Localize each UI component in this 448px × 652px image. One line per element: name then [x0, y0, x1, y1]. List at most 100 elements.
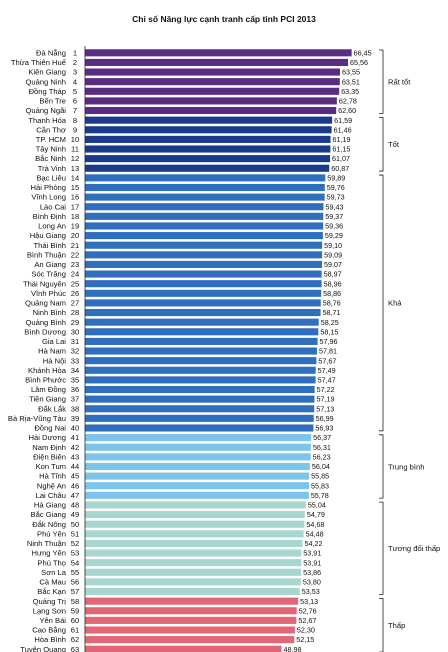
rank-label: 35 — [71, 375, 79, 384]
category-label: Cao Bằng — [32, 626, 66, 635]
value-label: 57,67 — [318, 356, 336, 365]
value-label: 53,91 — [303, 558, 321, 567]
value-label: 61,46 — [334, 125, 352, 134]
group-label: Rất tốt — [388, 77, 411, 86]
category-label: Hưng Yên — [32, 549, 67, 558]
bar — [85, 68, 340, 76]
bar — [85, 616, 297, 624]
category-label: Đắk Lắk — [38, 404, 66, 413]
category-label: Lai Châu — [36, 491, 66, 500]
bar — [85, 164, 330, 172]
rank-label: 13 — [71, 164, 79, 173]
value-label: 60,87 — [331, 164, 349, 173]
category-label: Quảng Ninh — [25, 77, 66, 86]
category-label: Bình Phước — [25, 375, 66, 384]
rank-label: 7 — [73, 106, 77, 115]
rank-label: 41 — [71, 433, 79, 442]
bar — [85, 318, 319, 326]
value-label: 58,97 — [324, 270, 342, 279]
bar — [85, 155, 331, 163]
rank-label: 26 — [71, 289, 79, 298]
rank-label: 23 — [71, 260, 79, 269]
rank-label: 49 — [71, 510, 79, 519]
bar — [85, 193, 325, 201]
rank-label: 62 — [71, 635, 79, 644]
value-label: 54,22 — [305, 539, 323, 548]
category-label: Đồng Tháp — [29, 87, 66, 96]
bar — [85, 58, 349, 66]
bar — [85, 126, 332, 134]
value-label: 62,60 — [338, 106, 356, 115]
bar — [85, 539, 303, 547]
value-label: 55,85 — [311, 472, 329, 481]
rank-label: 29 — [71, 318, 79, 327]
bar — [85, 587, 300, 596]
category-label: Bến Tre — [39, 97, 66, 106]
bar — [85, 241, 323, 249]
value-label: 57,22 — [317, 385, 335, 394]
category-label: Ninh Bình — [33, 308, 66, 317]
bar — [85, 597, 299, 605]
bar — [85, 395, 315, 403]
value-label: 57,49 — [318, 366, 336, 375]
value-label: 59,29 — [325, 231, 343, 240]
category-label: Thanh Hóa — [28, 116, 66, 125]
value-label: 59,10 — [324, 241, 342, 250]
value-label: 58,76 — [323, 299, 341, 308]
value-label: 61,15 — [332, 145, 350, 154]
bar — [85, 222, 324, 230]
category-label: Bạc Liêu — [36, 173, 66, 182]
value-label: 59,76 — [327, 183, 345, 192]
value-label: 52,15 — [296, 635, 314, 644]
rank-label: 33 — [71, 356, 79, 365]
bar — [85, 212, 324, 220]
value-label: 54,79 — [307, 510, 325, 519]
rank-label: 47 — [71, 491, 79, 500]
rank-label: 46 — [71, 481, 79, 490]
bar — [85, 530, 304, 538]
rank-label: 22 — [71, 250, 79, 259]
value-label: 65,56 — [350, 58, 368, 67]
value-label: 59,89 — [327, 173, 345, 182]
group-label: Thấp — [388, 621, 405, 630]
category-label: Long An — [38, 222, 66, 231]
bar — [85, 328, 319, 336]
value-label: 52,67 — [298, 616, 316, 625]
category-label: Đà Nẵng — [36, 48, 66, 57]
bar — [85, 299, 321, 307]
value-label: 62,78 — [339, 97, 357, 106]
value-label: 57,96 — [320, 337, 338, 346]
value-label: 59,43 — [325, 202, 343, 211]
category-label: Quảng Ngãi — [25, 106, 66, 115]
rank-label: 44 — [71, 462, 79, 471]
bar — [85, 645, 282, 652]
category-label: Đắk Nông — [32, 520, 66, 529]
value-label: 52,30 — [297, 626, 315, 635]
group-label: Tốt — [388, 140, 400, 149]
bar — [85, 453, 311, 461]
rank-label: 20 — [71, 231, 79, 240]
rank-label: 10 — [71, 135, 79, 144]
rank-label: 30 — [71, 327, 79, 336]
rank-label: 17 — [71, 202, 79, 211]
category-label: Bình Dương — [24, 327, 66, 336]
value-label: 58,25 — [321, 318, 339, 327]
value-label: 53,91 — [303, 549, 321, 558]
bar — [85, 414, 314, 422]
category-label: Ninh Thuận — [27, 539, 66, 548]
rank-label: 8 — [73, 116, 77, 125]
category-label: Bắc Giang — [31, 510, 66, 519]
bar — [85, 366, 316, 374]
category-label: Khánh Hòa — [28, 366, 67, 375]
group-bracket — [379, 597, 384, 652]
bar — [85, 559, 302, 567]
rank-label: 54 — [71, 558, 79, 567]
value-label: 56,04 — [312, 462, 330, 471]
value-label: 59,36 — [325, 222, 343, 231]
bar — [85, 511, 305, 519]
bar — [85, 501, 306, 509]
category-label: Gia Lai — [42, 337, 66, 346]
category-label: Thừa Thiên Huế — [11, 58, 67, 67]
bar — [85, 626, 295, 634]
category-label: Cà Mau — [39, 578, 66, 587]
